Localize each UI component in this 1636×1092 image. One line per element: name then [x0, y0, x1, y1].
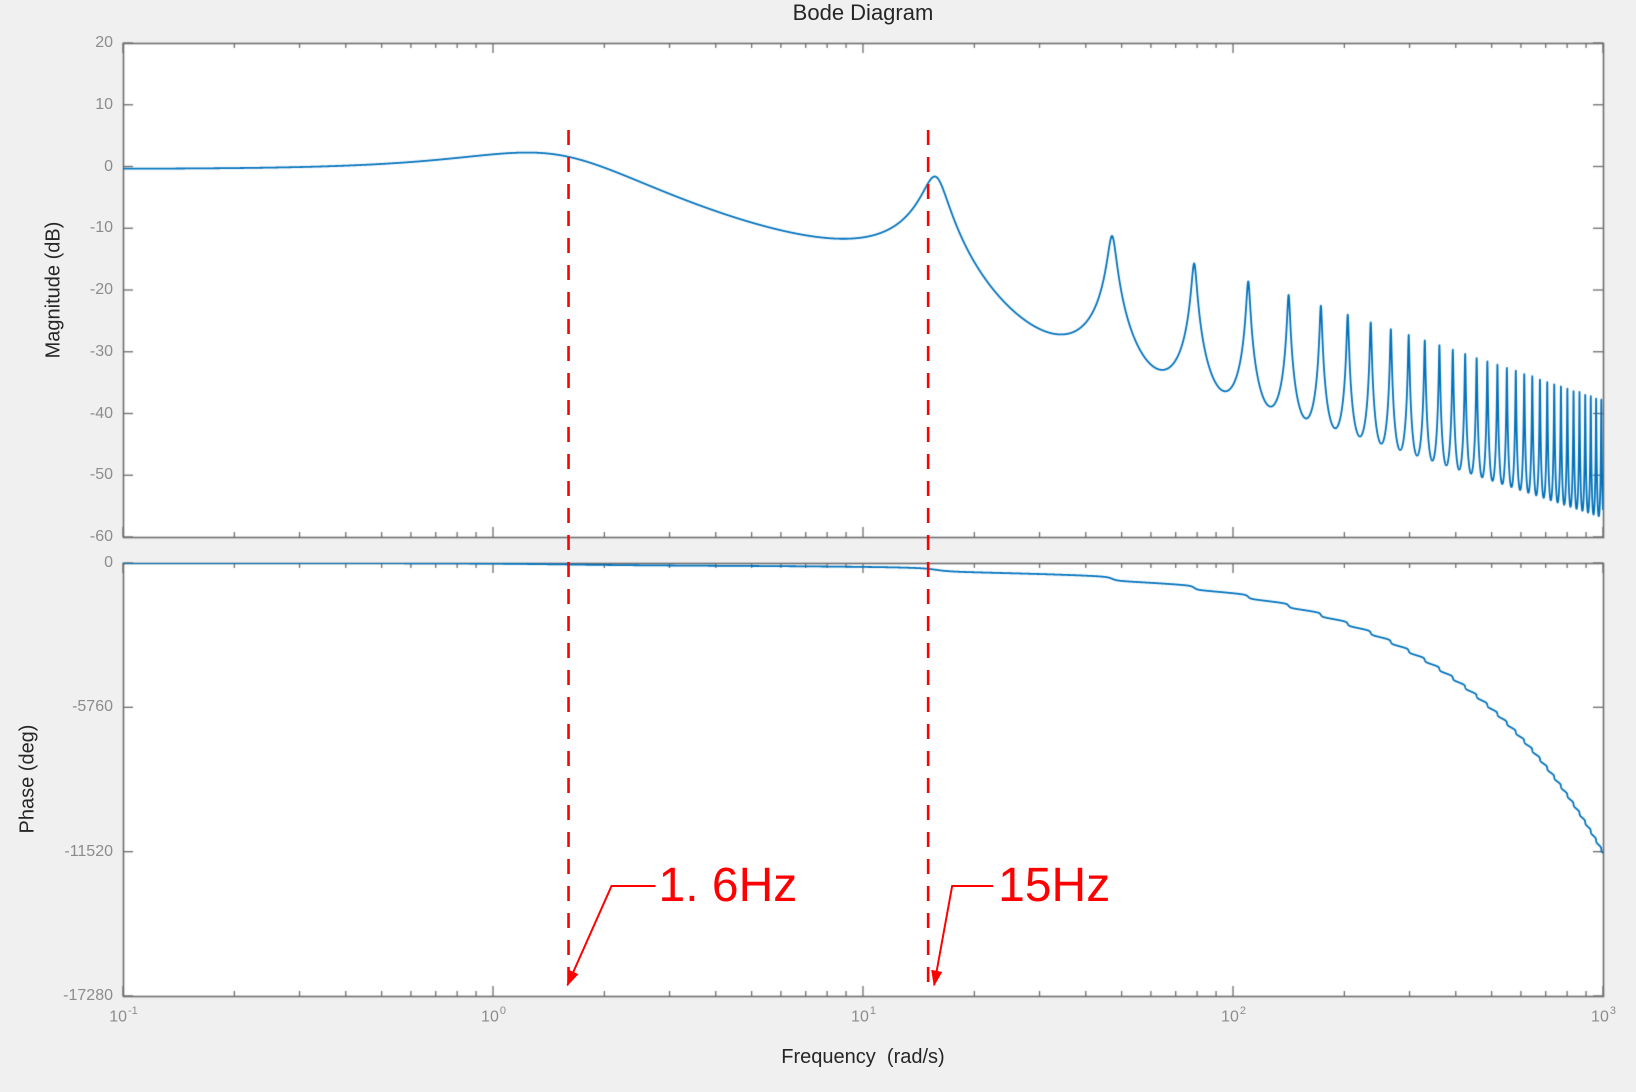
annotation-label-15hz: 15Hz [998, 859, 1111, 912]
magnitude-y-tick-label: 20 [95, 34, 113, 51]
x-tick-label: 10-1 [109, 1005, 138, 1026]
phase-y-tick-label: -17280 [63, 987, 113, 1004]
magnitude-y-tick-label: 0 [104, 157, 113, 175]
annotation-label-1-6hz: 1. 6Hz [658, 859, 798, 912]
phase-y-tick-label: -11520 [64, 842, 113, 860]
magnitude-y-tick-label: -40 [89, 404, 113, 422]
magnitude-y-tick-label: -30 [89, 342, 113, 360]
x-tick-label: 102 [1221, 1005, 1246, 1026]
x-axis-label: Frequency (rad/s) [781, 1046, 945, 1068]
phase-y-axis-label: Phase (deg) [16, 724, 39, 834]
magnitude-y-tick-label: 10 [95, 95, 113, 113]
phase-y-tick-label: -5760 [72, 698, 113, 716]
phase-y-tick-label: 0 [104, 554, 113, 571]
magnitude-y-tick-label: -20 [89, 281, 113, 298]
magnitude-y-tick-label: -10 [89, 219, 113, 237]
chart-title: Bode Diagram [792, 0, 934, 25]
x-tick-label: 100 [481, 1005, 506, 1026]
x-tick-label: 103 [1591, 1005, 1616, 1026]
magnitude-y-tick-label: -60 [89, 528, 113, 545]
x-tick-label: 101 [851, 1005, 876, 1026]
magnitude-y-tick-label: -50 [89, 466, 113, 484]
